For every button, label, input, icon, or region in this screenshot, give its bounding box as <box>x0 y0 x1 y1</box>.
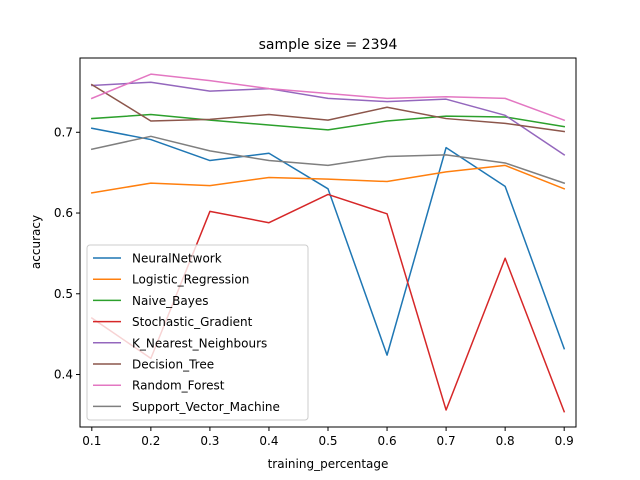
legend-label: Stochastic_Gradient <box>132 315 253 329</box>
series-line-naive-bayes <box>91 113 566 131</box>
x-axis-label: training_percentage <box>268 457 389 471</box>
legend-label: NeuralNetwork <box>132 252 222 266</box>
y-axis-label: accuracy <box>29 215 43 269</box>
series-line-k-nearest-neighbours <box>91 81 566 156</box>
series-line-logistic-regression <box>90 164 566 194</box>
legend-label: Logistic_Regression <box>132 273 249 287</box>
x-tick-label: 0.6 <box>378 434 397 448</box>
legend-frame <box>86 244 309 421</box>
legend-label: Random_Forest <box>132 379 225 393</box>
y-tick-label: 0.5 <box>54 287 73 301</box>
x-tick-label: 0.3 <box>200 434 219 448</box>
x-tick-label: 0.2 <box>141 434 160 448</box>
x-tick-label: 0.8 <box>496 434 515 448</box>
x-tick-label: 0.5 <box>318 434 337 448</box>
y-tick-label: 0.7 <box>54 125 73 139</box>
y-tick-label: 0.4 <box>54 368 73 382</box>
series-line-decision-tree <box>90 83 566 133</box>
legend-label: Support_Vector_Machine <box>132 400 280 414</box>
series-layer <box>90 73 566 413</box>
legend-label: Decision_Tree <box>132 358 214 372</box>
y-axis-ticks: 0.4 0.5 0.6 0.7 <box>54 125 80 382</box>
series-line-neuralnetwork <box>90 127 566 356</box>
x-tick-label: 0.1 <box>82 434 101 448</box>
legend-label: K_Nearest_Neighbours <box>132 336 267 350</box>
legend-label: Naive_Bayes <box>132 294 208 308</box>
series-line-support-vector-machine <box>90 135 566 185</box>
legend: NeuralNetwork Logistic_Regression Naive_Ba… <box>86 244 309 421</box>
x-axis-ticks: 0.1 0.2 0.3 0.4 0.5 0.6 0.7 0.8 0.9 <box>82 427 574 448</box>
x-tick-label: 0.9 <box>555 434 574 448</box>
chart-title: sample size = 2394 <box>259 37 398 53</box>
x-tick-label: 0.7 <box>437 434 456 448</box>
x-tick-label: 0.4 <box>259 434 278 448</box>
y-tick-label: 0.6 <box>54 206 73 220</box>
series-line-random-forest <box>90 73 566 122</box>
